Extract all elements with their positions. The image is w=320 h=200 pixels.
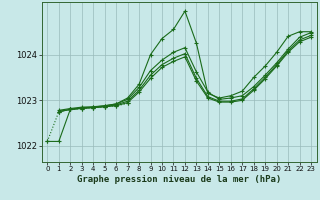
- X-axis label: Graphe pression niveau de la mer (hPa): Graphe pression niveau de la mer (hPa): [77, 175, 281, 184]
